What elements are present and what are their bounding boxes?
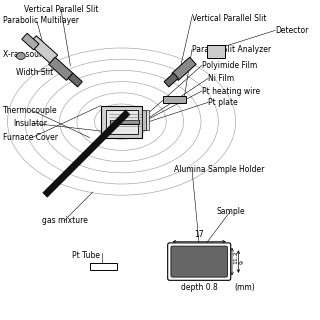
- Text: Polyimide Film: Polyimide Film: [202, 61, 257, 70]
- Bar: [106, 110, 138, 134]
- Text: depth 0.8: depth 0.8: [181, 283, 218, 292]
- Text: Parallel Slit Analyzer: Parallel Slit Analyzer: [192, 45, 271, 54]
- Text: Vertical Parallel Slit: Vertical Parallel Slit: [192, 14, 267, 23]
- FancyBboxPatch shape: [168, 243, 231, 280]
- Text: gas mixture: gas mixture: [42, 216, 87, 225]
- Text: 11.2: 11.2: [233, 250, 238, 264]
- Polygon shape: [146, 110, 149, 130]
- Text: Vertical Parallel Slit: Vertical Parallel Slit: [24, 5, 98, 14]
- Text: Ni Film: Ni Film: [208, 74, 234, 83]
- Text: Alumina Sample Holder: Alumina Sample Holder: [174, 165, 265, 174]
- Text: Parabolic Multilayer: Parabolic Multilayer: [3, 16, 79, 25]
- Text: Width Slit: Width Slit: [16, 68, 53, 76]
- Ellipse shape: [16, 52, 25, 60]
- Text: Pt plate: Pt plate: [208, 98, 238, 107]
- Polygon shape: [110, 120, 139, 124]
- Text: (mm): (mm): [235, 283, 255, 292]
- Text: Insulator: Insulator: [13, 119, 47, 128]
- Polygon shape: [49, 57, 73, 80]
- Bar: [101, 106, 142, 138]
- Text: Furnace Cover: Furnace Cover: [3, 133, 58, 142]
- Polygon shape: [163, 96, 186, 103]
- Text: Detector: Detector: [275, 26, 308, 35]
- FancyBboxPatch shape: [171, 246, 228, 277]
- Polygon shape: [164, 73, 178, 87]
- Polygon shape: [172, 57, 196, 80]
- Text: 17: 17: [194, 230, 204, 239]
- Polygon shape: [207, 45, 225, 58]
- Text: 9: 9: [239, 260, 244, 264]
- Text: Pt Tube: Pt Tube: [72, 251, 100, 260]
- Polygon shape: [29, 36, 58, 63]
- Polygon shape: [68, 73, 82, 87]
- Text: Sample: Sample: [216, 207, 245, 216]
- Polygon shape: [142, 110, 147, 131]
- Text: Pt heating wire: Pt heating wire: [202, 87, 260, 96]
- Text: Thermocouple: Thermocouple: [3, 106, 58, 115]
- Polygon shape: [22, 33, 39, 50]
- Bar: [90, 263, 117, 270]
- Text: X-ray source: X-ray source: [3, 50, 51, 59]
